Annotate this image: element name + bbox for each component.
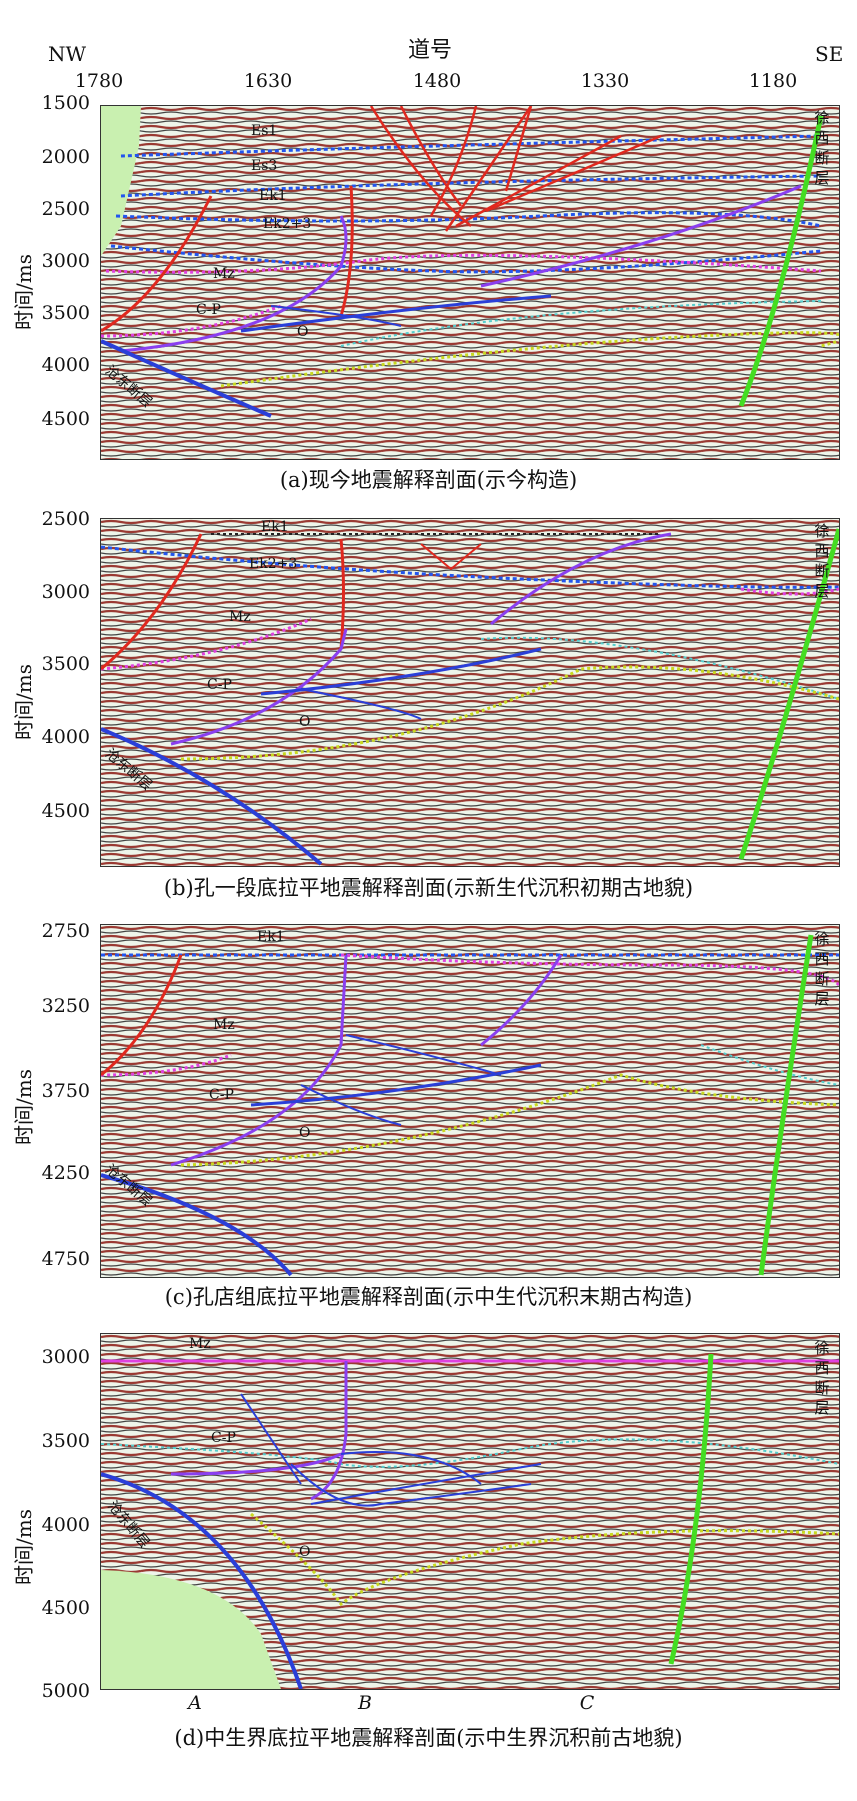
y-tick: 3250 bbox=[41, 995, 90, 1017]
horizon-label-es1: Es1 bbox=[251, 123, 278, 139]
horizon-label-cp: C-P bbox=[196, 302, 221, 318]
horizon-label-es3: Es3 bbox=[251, 158, 278, 174]
seismic-panel-a: Es1 Es3 Ek1 Ek2+3 Mz C-P O 徐西断层 沧东断层 bbox=[100, 105, 840, 460]
horizon-label-ek1: Ek1 bbox=[261, 519, 289, 535]
seismic-panel-d: Mz C-P O 徐西断层 沧东断层 bbox=[100, 1333, 840, 1690]
horizon-label-o: O bbox=[299, 1544, 311, 1560]
marker-a: A bbox=[188, 1692, 202, 1714]
y-tick: 4000 bbox=[41, 354, 90, 376]
xuxi-fault-label: 徐西断层 bbox=[814, 930, 830, 1008]
y-tick: 3500 bbox=[41, 653, 90, 675]
trace-axis-title: 道号 bbox=[408, 38, 453, 63]
x-tick: 1630 bbox=[243, 70, 293, 92]
marker-c: C bbox=[579, 1692, 595, 1714]
seismic-image-d bbox=[101, 1334, 839, 1689]
y-tick: 2500 bbox=[41, 508, 90, 530]
y-tick: 2750 bbox=[41, 920, 90, 942]
xuxi-fault-label: 徐西断层 bbox=[814, 1339, 830, 1417]
caption-d: (d)中生界底拉平地震解释剖面(示中生界沉积前古地貌) bbox=[174, 1726, 683, 1750]
caption-a: (a)现今地震解释剖面(示今构造) bbox=[279, 468, 578, 492]
y-tick: 3000 bbox=[41, 250, 90, 272]
y-tick: 4000 bbox=[41, 1514, 90, 1536]
y-tick: 4500 bbox=[41, 800, 90, 822]
horizon-label-cp: C-P bbox=[209, 1087, 234, 1103]
horizon-label-mz: Mz bbox=[213, 266, 235, 282]
seismic-panel-c: Ek1 Mz C-P O 徐西断层 沧东断层 bbox=[100, 924, 840, 1278]
y-tick: 4500 bbox=[41, 408, 90, 430]
y-axis-title: 时间/ms bbox=[12, 664, 36, 740]
horizon-label-ek1: Ek1 bbox=[257, 929, 285, 945]
y-tick: 2500 bbox=[41, 198, 90, 220]
x-tick: 1180 bbox=[748, 70, 798, 92]
se-label: SE bbox=[815, 42, 844, 66]
y-tick: 3750 bbox=[41, 1080, 90, 1102]
horizon-label-ek1: Ek1 bbox=[259, 188, 287, 204]
horizon-label-ek23: Ek2+3 bbox=[249, 556, 298, 572]
caption-b: (b)孔一段底拉平地震解释剖面(示新生代沉积初期古地貌) bbox=[163, 876, 694, 900]
seismic-image-a bbox=[101, 106, 839, 459]
marker-b: B bbox=[358, 1692, 372, 1714]
horizon-label-cp: C-P bbox=[207, 677, 232, 693]
horizon-label-mz: Mz bbox=[189, 1336, 211, 1352]
horizon-label-mz: Mz bbox=[213, 1017, 235, 1033]
y-axis-title: 时间/ms bbox=[12, 254, 36, 330]
horizon-label-o: O bbox=[299, 1125, 311, 1141]
xuxi-fault-label: 徐西断层 bbox=[814, 522, 830, 600]
x-tick: 1330 bbox=[580, 70, 630, 92]
y-tick: 3500 bbox=[41, 302, 90, 324]
y-tick: 2000 bbox=[41, 146, 90, 168]
horizon-label-o: O bbox=[299, 714, 311, 730]
seismic-image-b bbox=[101, 519, 839, 866]
y-tick: 4250 bbox=[41, 1162, 90, 1184]
y-tick: 3000 bbox=[41, 581, 90, 603]
y-axis-title: 时间/ms bbox=[12, 1509, 36, 1585]
horizon-label-ek23: Ek2+3 bbox=[263, 216, 312, 232]
x-tick: 1480 bbox=[412, 70, 462, 92]
seismic-panel-b: Ek1 Ek2+3 Mz C-P O 徐西断层 沧东断层 bbox=[100, 518, 840, 867]
x-tick: 1780 bbox=[74, 70, 124, 92]
seismic-image-c bbox=[101, 925, 839, 1277]
horizon-label-o: O bbox=[297, 324, 309, 340]
y-tick: 4500 bbox=[41, 1597, 90, 1619]
horizon-label-cp: C-P bbox=[211, 1430, 236, 1446]
horizon-label-mz: Mz bbox=[229, 609, 251, 625]
y-tick: 5000 bbox=[41, 1680, 90, 1702]
y-tick: 1500 bbox=[41, 92, 90, 114]
y-tick: 4750 bbox=[41, 1248, 90, 1270]
caption-c: (c)孔店组底拉平地震解释剖面(示中生代沉积末期古构造) bbox=[164, 1285, 693, 1309]
y-axis-title: 时间/ms bbox=[12, 1069, 36, 1145]
y-tick: 4000 bbox=[41, 726, 90, 748]
nw-label: NW bbox=[48, 42, 87, 66]
xuxi-fault-label: 徐西断层 bbox=[814, 109, 830, 187]
y-tick: 3000 bbox=[41, 1346, 90, 1368]
y-tick: 3500 bbox=[41, 1430, 90, 1452]
